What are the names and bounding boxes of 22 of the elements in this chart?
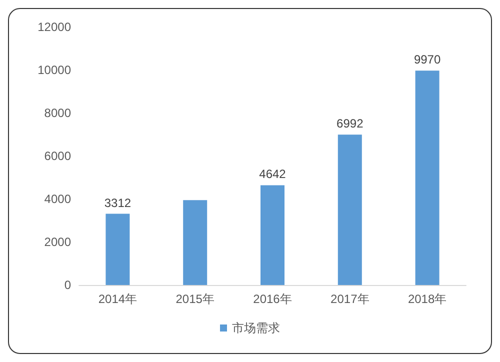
bar [415, 70, 440, 285]
bar [338, 134, 362, 285]
y-tick-label: 2000 [44, 235, 72, 249]
x-tick-label: 2018年 [408, 292, 447, 306]
y-tick-label: 8000 [44, 106, 72, 120]
x-tick-label: 2015年 [176, 292, 214, 306]
x-tick-label: 2016年 [253, 292, 292, 306]
x-tick-label: 2014年 [98, 292, 138, 306]
y-tick-label: 4000 [44, 192, 72, 206]
data-label: 4642 [259, 167, 286, 182]
data-label: 3312 [104, 196, 132, 210]
y-tick-label: 0 [64, 278, 72, 292]
y-tick-label: 10000 [38, 63, 72, 77]
data-label: 9970 [414, 52, 441, 67]
data-label: 6992 [336, 116, 364, 131]
bar [183, 200, 208, 285]
x-tick-label: 2017年 [330, 292, 370, 306]
bar [260, 185, 284, 285]
y-tick-label: 6000 [44, 149, 72, 163]
legend-label: 市场需求 [232, 321, 280, 335]
bar [106, 214, 130, 285]
y-tick-label: 12000 [38, 20, 72, 34]
